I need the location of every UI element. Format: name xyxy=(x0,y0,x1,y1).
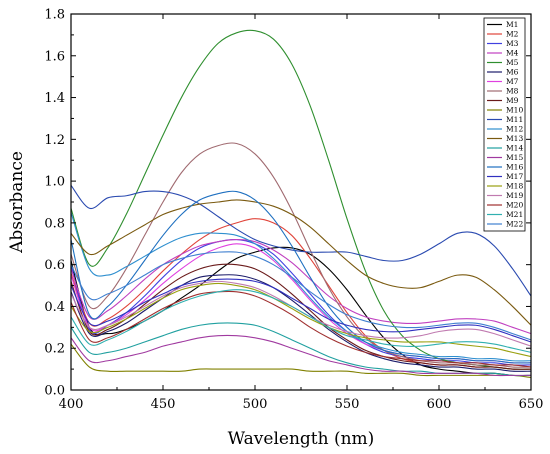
legend-label-m18: M18 xyxy=(506,182,523,191)
tick-layer: 400 450 500 550 600 650 0.0 0.2 0.4 0.6 0.8 1.0 1.2 1… xyxy=(44,8,543,413)
y-tick-label: 1.2 xyxy=(44,133,65,148)
series-line-m10 xyxy=(70,343,532,379)
legend-label-m2: M2 xyxy=(506,30,519,39)
legend: M1M2M3M4M5M6M7M8M9M10M11M12M13M14M15M16M… xyxy=(483,17,526,232)
x-tick-label: 600 xyxy=(427,397,452,412)
series-line-m22 xyxy=(70,251,532,341)
series-line-m20 xyxy=(70,290,532,368)
x-tick-label: 500 xyxy=(243,397,268,412)
series-line-m9 xyxy=(70,263,532,370)
legend-label-m7: M7 xyxy=(506,77,519,86)
series-line-m2 xyxy=(70,218,532,370)
legend-label-m8: M8 xyxy=(506,87,519,96)
legend-label-m3: M3 xyxy=(506,39,519,48)
y-tick-label: 1.6 xyxy=(44,49,65,64)
legend-label-m1: M1 xyxy=(506,20,518,29)
legend-label-m21: M21 xyxy=(506,210,523,219)
legend-label-m17: M17 xyxy=(506,172,523,181)
legend-label-m15: M15 xyxy=(506,153,523,162)
x-tick-label: 650 xyxy=(519,397,544,412)
series-line-m8 xyxy=(70,142,532,368)
y-tick-label: 0.8 xyxy=(44,216,65,231)
series-line-m12 xyxy=(70,212,532,362)
legend-label-m16: M16 xyxy=(506,163,523,172)
legend-items: M1M2M3M4M5M6M7M8M9M10M11M12M13M14M15M16M… xyxy=(487,20,523,229)
legend-label-m12: M12 xyxy=(506,125,523,134)
y-tick-label: 1.8 xyxy=(44,8,65,23)
series-line-m4 xyxy=(70,239,532,335)
legend-label-m6: M6 xyxy=(506,68,519,77)
series-line-m15 xyxy=(70,334,531,377)
y-tick-label: 1.4 xyxy=(44,91,65,106)
series-line-m17 xyxy=(70,278,532,343)
series-line-m3 xyxy=(70,238,532,366)
y-tick-label: 0.6 xyxy=(44,258,65,273)
legend-label-m5: M5 xyxy=(506,58,519,67)
x-tick-label: 400 xyxy=(59,397,84,412)
legend-label-m10: M10 xyxy=(506,106,523,115)
legend-label-m22: M22 xyxy=(506,220,523,229)
y-tick-label: 0.2 xyxy=(44,342,65,357)
x-axis-label: Wavelength (nm) xyxy=(228,429,375,449)
legend-label-m13: M13 xyxy=(506,134,523,143)
y-tick-label: 0.4 xyxy=(44,300,65,315)
legend-label-m14: M14 xyxy=(506,144,523,153)
series-line-m21 xyxy=(70,289,532,353)
x-tick-label: 550 xyxy=(335,397,360,412)
legend-label-m9: M9 xyxy=(506,96,519,105)
series-line-m6 xyxy=(70,274,532,372)
y-tick-label: 0.0 xyxy=(44,384,65,399)
series-line-m18 xyxy=(70,282,532,358)
y-axis-label: Absorbance xyxy=(7,151,27,254)
x-tick-label: 450 xyxy=(151,397,176,412)
plot-frame xyxy=(70,13,532,391)
legend-label-m19: M19 xyxy=(506,191,523,200)
series-line-m16 xyxy=(70,190,532,364)
series-layer xyxy=(70,29,532,379)
legend-label-m20: M20 xyxy=(506,201,523,210)
y-tick-label: 1.0 xyxy=(44,175,65,190)
series-line-m13 xyxy=(70,199,532,326)
series-line-m11 xyxy=(70,184,532,297)
legend-label-m4: M4 xyxy=(506,49,519,58)
legend-label-m11: M11 xyxy=(506,115,523,124)
